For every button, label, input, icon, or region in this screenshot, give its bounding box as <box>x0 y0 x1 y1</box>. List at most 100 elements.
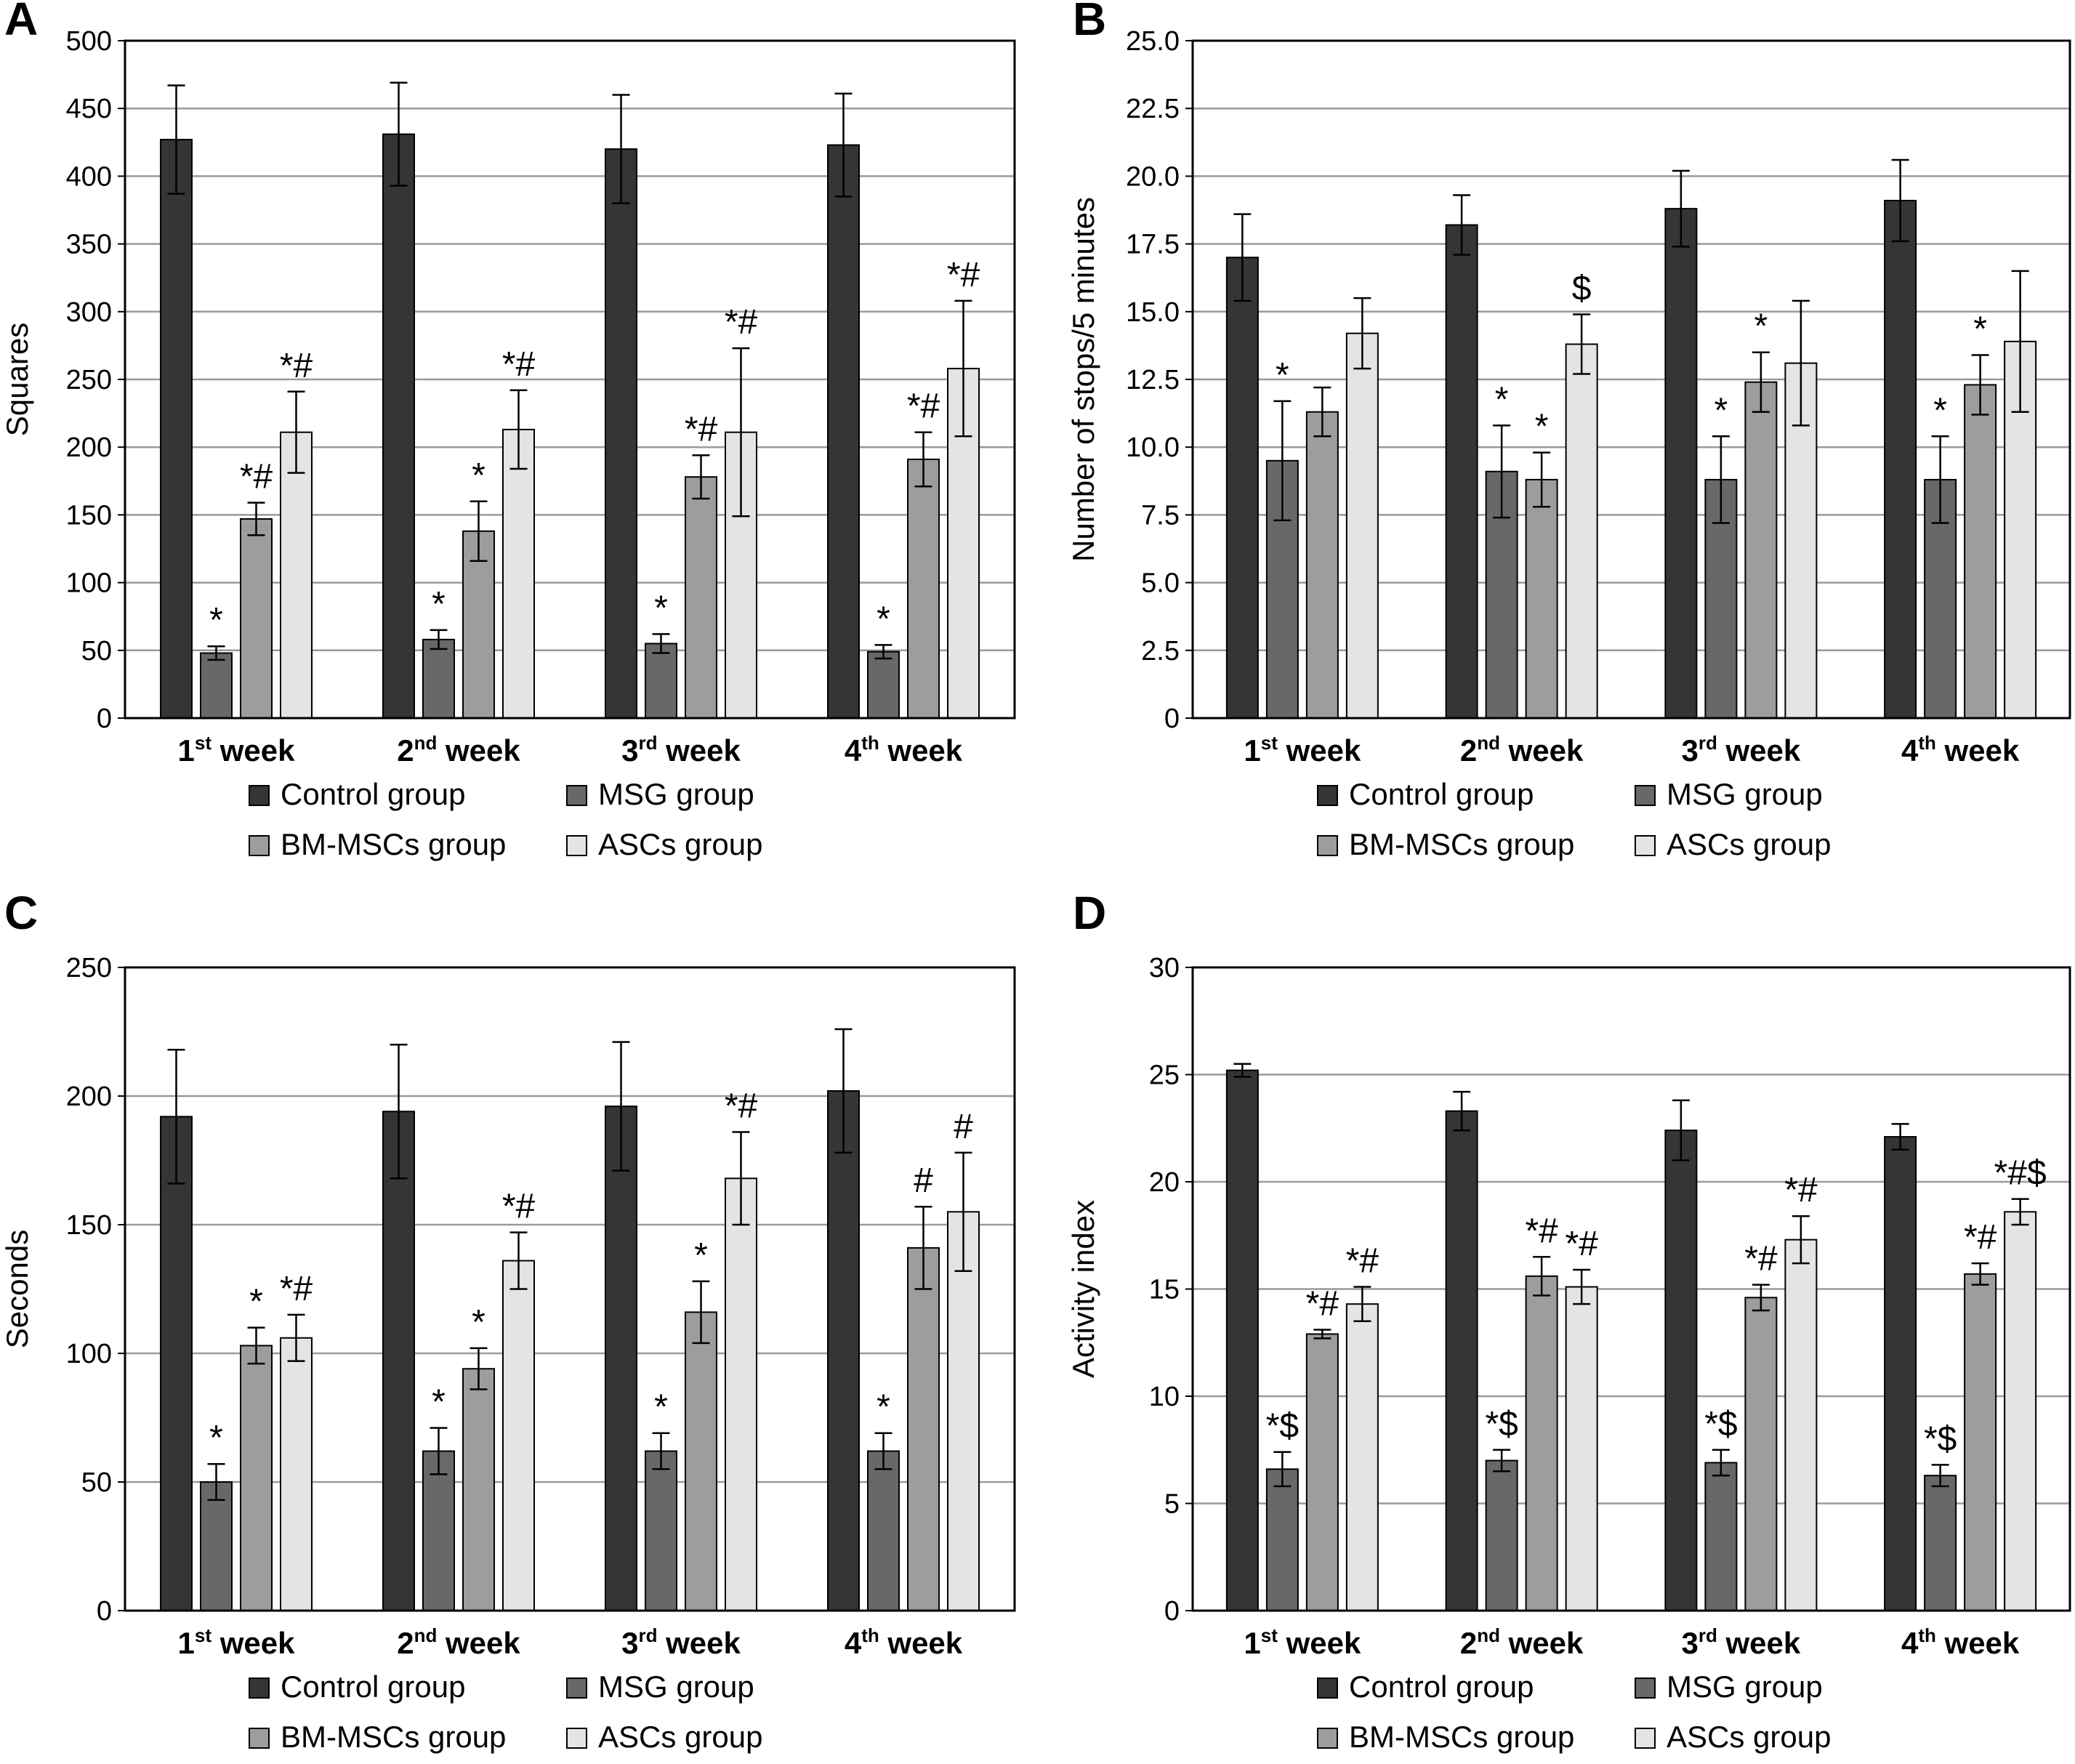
y-tick-label: 200 <box>66 432 112 463</box>
y-tick-label: 10 <box>1149 1382 1180 1412</box>
legend-label: BM-MSCs group <box>281 827 506 861</box>
bar-control-groupweek-4 <box>1884 199 1917 719</box>
bar-ascs-groupweek-1 <box>1345 1303 1379 1612</box>
significance-marker: * <box>654 589 668 627</box>
y-tick-label: 2.5 <box>1141 636 1180 666</box>
bar-control-groupweek-3 <box>605 1105 637 1612</box>
bar-bm-mscs-groupweek-2 <box>462 530 495 719</box>
significance-marker: *# <box>1784 1171 1818 1209</box>
significance-marker: $ <box>1572 270 1592 308</box>
bar-control-groupweek-1 <box>1225 257 1259 719</box>
bar-msg-groupweek-4 <box>1924 1475 1957 1612</box>
significance-marker: *# <box>240 458 273 496</box>
panel-label: D <box>1073 887 1106 939</box>
legend-label: Control group <box>1349 1670 1534 1704</box>
y-tick-label: 150 <box>66 1210 112 1241</box>
bar-control-groupweek-3 <box>1664 1129 1698 1611</box>
legend-label: BM-MSCs group <box>1349 827 1574 861</box>
legend-label: ASCs group <box>598 1720 762 1754</box>
y-tick-label: 250 <box>66 953 112 983</box>
significance-marker: *# <box>1346 1242 1379 1281</box>
panel-label: A <box>4 0 38 45</box>
legend-swatch <box>566 1678 587 1699</box>
legend-swatch <box>249 1678 270 1699</box>
x-category-label: 3rd week <box>621 1624 741 1660</box>
plot-frame <box>1191 39 2071 720</box>
chart-panel-b: B 0 2.5 5.0 7.5 10.0 12.5 15.0 17.5 20.0 22.5 25.0 N… <box>1066 0 2071 861</box>
significance-marker: *# <box>280 1270 313 1308</box>
bar-msg-groupweek-1 <box>1265 1468 1299 1612</box>
significance-marker: *$ <box>1485 1405 1518 1443</box>
y-tick-label: 50 <box>81 1467 112 1498</box>
y-axis-label: Squares <box>0 323 34 436</box>
bar-bm-mscs-groupweek-2 <box>1525 478 1558 719</box>
significance-marker: * <box>654 1388 668 1427</box>
x-category-label: 2nd week <box>1460 732 1584 768</box>
y-tick-label: 350 <box>66 230 112 260</box>
y-tick-label: 20 <box>1149 1167 1180 1198</box>
y-tick-label: 0 <box>97 704 112 734</box>
significance-marker: *# <box>502 1188 536 1226</box>
significance-marker: *# <box>1306 1285 1339 1324</box>
panel-label: B <box>1073 0 1106 45</box>
y-tick-label: 12.5 <box>1126 365 1180 395</box>
bar-bm-mscs-groupweek-3 <box>685 476 717 719</box>
legend-label: BM-MSCs group <box>1349 1720 1574 1754</box>
significance-marker: *# <box>1525 1212 1558 1250</box>
bar-msg-groupweek-2 <box>422 1450 455 1612</box>
y-tick-label: 0 <box>1164 1596 1180 1627</box>
bar-control-groupweek-1 <box>1225 1069 1259 1611</box>
bar-ascs-groupweek-2 <box>1565 1286 1598 1612</box>
bar-ascs-groupweek-1 <box>280 1337 313 1611</box>
x-category-label: 4th week <box>845 732 963 768</box>
y-axis-label: Activity index <box>1066 1200 1100 1378</box>
legend-swatch <box>249 785 270 806</box>
bar-ascs-groupweek-1 <box>1345 332 1379 719</box>
legend-swatch <box>1317 835 1338 856</box>
bar-bm-mscs-groupweek-4 <box>907 458 940 719</box>
legend-swatch <box>1317 785 1338 806</box>
significance-marker: * <box>209 601 223 640</box>
bar-control-groupweek-2 <box>382 1111 415 1611</box>
y-tick-label: 100 <box>66 1339 112 1369</box>
bar-msg-groupweek-3 <box>1704 1462 1738 1611</box>
significance-marker: *#$ <box>1994 1154 2047 1193</box>
bar-bm-mscs-groupweek-4 <box>907 1247 940 1611</box>
significance-marker: *# <box>502 345 536 384</box>
bar-bm-mscs-groupweek-2 <box>1525 1275 1558 1612</box>
significance-marker: # <box>914 1161 933 1200</box>
chart-panel-a: A 0 50 100 150 200 250 300 350 400 450 500 Squares * *… <box>0 0 1016 861</box>
significance-marker: *# <box>907 387 940 426</box>
x-category-label: 2nd week <box>397 1624 520 1660</box>
y-tick-label: 250 <box>66 365 112 395</box>
legend: Control group MSG group BM-MSCs group ASCs … <box>1317 777 1831 861</box>
significance-marker: *# <box>725 1087 758 1126</box>
significance-marker: * <box>472 1303 485 1342</box>
significance-marker: *# <box>1744 1240 1778 1278</box>
legend-label: MSG group <box>1667 1670 1823 1704</box>
bar-control-groupweek-2 <box>1445 224 1478 719</box>
significance-marker: *$ <box>1924 1419 1957 1458</box>
y-tick-label: 50 <box>81 636 112 666</box>
x-category-label: 3rd week <box>621 732 741 768</box>
y-tick-label: 0 <box>1164 704 1180 734</box>
legend-swatch <box>249 1728 270 1749</box>
significance-marker: * <box>1715 391 1728 430</box>
bar-bm-mscs-groupweek-1 <box>240 1345 273 1611</box>
bar-control-groupweek-2 <box>1445 1110 1478 1611</box>
significance-marker: * <box>694 1236 708 1275</box>
bar-bm-mscs-groupweek-2 <box>462 1368 495 1611</box>
x-category-label: 4th week <box>1901 732 2020 768</box>
y-tick-label: 10.0 <box>1126 432 1180 463</box>
bar-ascs-groupweek-2 <box>502 428 535 720</box>
bar-control-groupweek-3 <box>1664 208 1698 719</box>
significance-marker: * <box>249 1283 263 1321</box>
y-tick-label: 100 <box>66 568 112 599</box>
y-tick-label: 400 <box>66 161 112 192</box>
plot-frame <box>1191 966 2071 1612</box>
significance-marker: * <box>1933 391 1947 430</box>
legend-swatch <box>566 1728 587 1749</box>
bar-control-groupweek-2 <box>382 133 415 719</box>
